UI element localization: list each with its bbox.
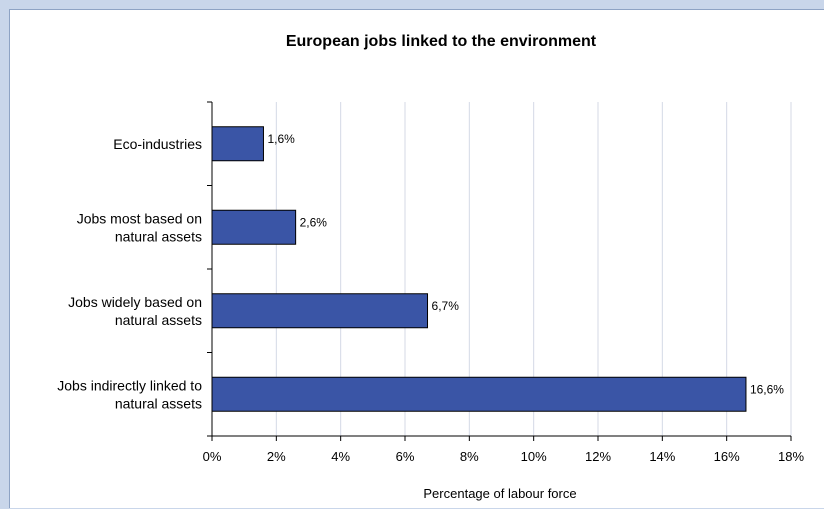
data-label: 2,6%	[300, 215, 328, 229]
x-tick-label: 6%	[396, 449, 415, 464]
chart-canvas: European jobs linked to the environment …	[57, 33, 804, 501]
bar	[211, 293, 429, 329]
category-label-line: Jobs indirectly linked to	[57, 377, 202, 393]
data-label: 16,6%	[750, 382, 784, 396]
category-label-line: Jobs widely based on	[68, 294, 202, 310]
bar	[211, 209, 297, 245]
category-label-line: Jobs most based on	[77, 210, 202, 226]
category-label: Jobs indirectly linked to natural assets	[57, 377, 202, 411]
category-label: Jobs most based on natural assets	[77, 210, 202, 244]
category-label-line: natural assets	[115, 312, 202, 328]
x-tick-label: 14%	[649, 449, 675, 464]
chart-title: European jobs linked to the environment	[286, 33, 597, 50]
data-label: 6,7%	[432, 299, 460, 313]
x-tick-label: 8%	[460, 449, 479, 464]
category-label: Eco-industries	[113, 136, 202, 152]
x-tick-label: 4%	[331, 449, 350, 464]
bar	[211, 126, 264, 162]
x-tick-label: 16%	[714, 449, 740, 464]
x-tick-label: 0%	[203, 449, 222, 464]
x-tick-label: 12%	[585, 449, 611, 464]
category-label-line: natural assets	[115, 228, 202, 244]
x-tick-label: 18%	[778, 449, 804, 464]
x-tick-label: 10%	[521, 449, 547, 464]
x-axis-title: Percentage of labour force	[423, 486, 576, 501]
category-label-line: Eco-industries	[113, 136, 202, 152]
chart-panel: European jobs linked to the environment …	[9, 9, 824, 508]
category-label-line: natural assets	[115, 395, 202, 411]
category-label: Jobs widely based on natural assets	[68, 294, 202, 328]
x-tick-label: 2%	[267, 449, 286, 464]
bar	[211, 376, 747, 412]
data-label: 1,6%	[267, 132, 295, 146]
